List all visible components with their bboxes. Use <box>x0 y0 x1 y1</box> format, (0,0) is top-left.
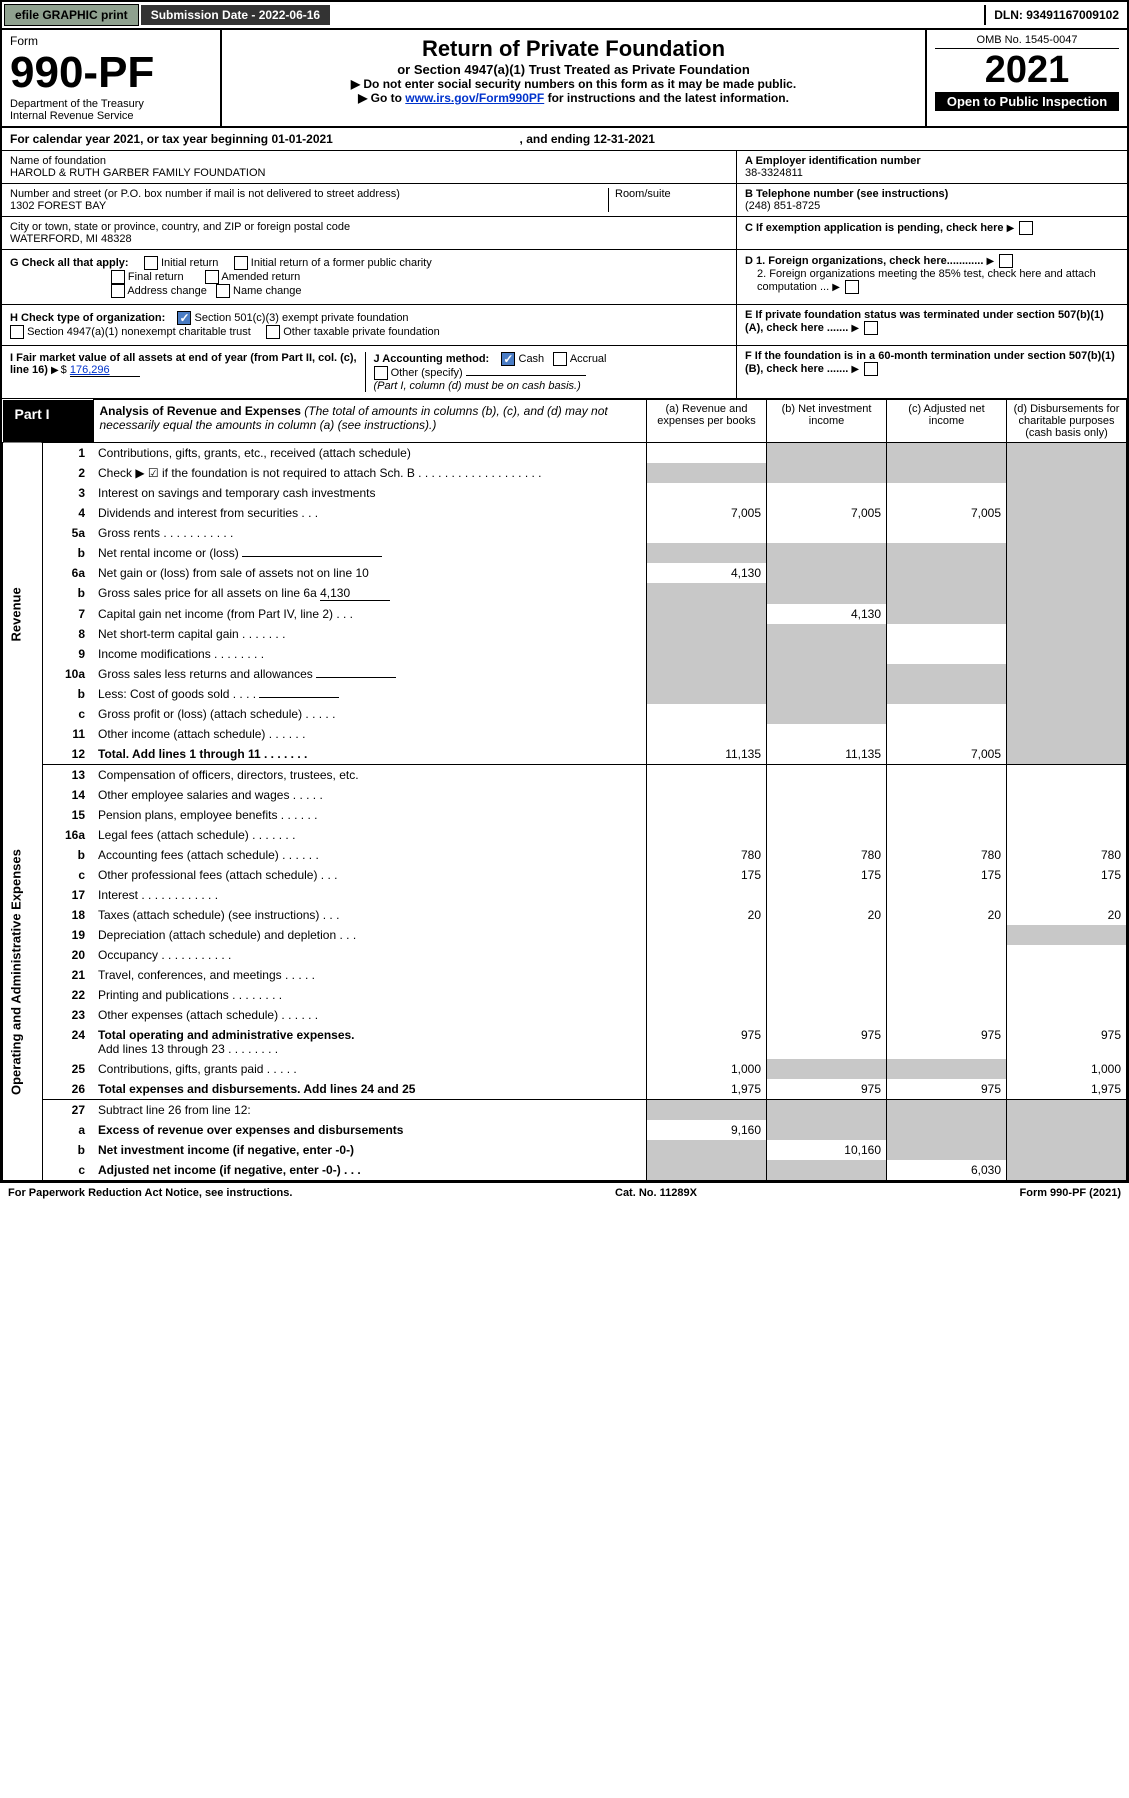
i-label: I Fair market value of all assets at end… <box>10 352 357 376</box>
h-other-checkbox[interactable] <box>266 325 280 339</box>
h-501c3-checkbox[interactable] <box>177 311 191 325</box>
tel-label: B Telephone number (see instructions) <box>745 188 1119 200</box>
calendar-year-row: For calendar year 2021, or tax year begi… <box>2 128 1127 151</box>
ein-label: A Employer identification number <box>745 155 1119 167</box>
g-initial-former-checkbox[interactable] <box>234 256 248 270</box>
omb-number: OMB No. 1545-0047 <box>935 34 1119 49</box>
efile-print-button[interactable]: efile GRAPHIC print <box>4 4 139 26</box>
g-initial-checkbox[interactable] <box>144 256 158 270</box>
fmv-link[interactable]: 176,296 <box>70 364 140 377</box>
j-note: (Part I, column (d) must be on cash basi… <box>374 380 581 392</box>
d1-label: D 1. Foreign organizations, check here..… <box>745 255 983 267</box>
dln-number: DLN: 93491167009102 <box>984 5 1127 25</box>
j-label: J Accounting method: <box>374 353 490 365</box>
goto-prefix: ▶ Go to <box>358 91 405 105</box>
revenue-side-label: Revenue <box>3 443 43 786</box>
e-label: E If private foundation status was termi… <box>745 309 1104 334</box>
d2-checkbox[interactable] <box>845 280 859 294</box>
h-label: H Check type of organization: <box>10 312 165 324</box>
page-footer: For Paperwork Reduction Act Notice, see … <box>0 1183 1129 1203</box>
g-amended-checkbox[interactable] <box>205 270 219 284</box>
tel-value: (248) 851-8725 <box>745 200 1119 212</box>
arrow-icon <box>1007 222 1017 234</box>
ssn-warning: ▶ Do not enter social security numbers o… <box>230 77 917 91</box>
paperwork-notice: For Paperwork Reduction Act Notice, see … <box>8 1187 292 1199</box>
d2-label: 2. Foreign organizations meeting the 85%… <box>757 268 1096 293</box>
name-label: Name of foundation <box>10 155 728 167</box>
e-checkbox[interactable] <box>864 321 878 335</box>
tax-year: 2021 <box>935 49 1119 92</box>
submission-date: Submission Date - 2022-06-16 <box>141 5 330 25</box>
form-title-block: Return of Private Foundation or Section … <box>222 30 927 126</box>
g-final-checkbox[interactable] <box>111 270 125 284</box>
opex-side-label: Operating and Administrative Expenses <box>3 785 43 1160</box>
g-name-checkbox[interactable] <box>216 284 230 298</box>
g-addr-checkbox[interactable] <box>111 284 125 298</box>
foundation-name: HAROLD & RUTH GARBER FAMILY FOUNDATION <box>10 167 728 179</box>
form-id-block: Form 990-PF Department of the Treasury I… <box>2 30 222 126</box>
ein-value: 38-3324811 <box>745 167 1119 179</box>
irs-label: Internal Revenue Service <box>10 110 212 122</box>
col-c-header: (c) Adjusted net income <box>887 400 1007 443</box>
form-subtitle: or Section 4947(a)(1) Trust Treated as P… <box>230 62 917 77</box>
part1-label: Part I <box>3 400 93 428</box>
addr-label: Number and street (or P.O. box number if… <box>10 188 608 200</box>
part1-table: Part I Analysis of Revenue and Expenses … <box>2 399 1127 1181</box>
city-value: WATERFORD, MI 48328 <box>10 233 728 245</box>
instructions-link[interactable]: www.irs.gov/Form990PF <box>405 91 544 105</box>
col-b-header: (b) Net investment income <box>767 400 887 443</box>
j-accrual-checkbox[interactable] <box>553 352 567 366</box>
form-title: Return of Private Foundation <box>230 36 917 62</box>
f-label: F If the foundation is in a 60-month ter… <box>745 350 1115 375</box>
addr-value: 1302 FOREST BAY <box>10 200 608 212</box>
d1-checkbox[interactable] <box>999 254 1013 268</box>
open-inspection: Open to Public Inspection <box>935 92 1119 111</box>
year-block: OMB No. 1545-0047 2021 Open to Public In… <box>927 30 1127 126</box>
g-label: G Check all that apply: <box>10 257 129 269</box>
c-checkbox[interactable] <box>1019 221 1033 235</box>
col-d-header: (d) Disbursements for charitable purpose… <box>1007 400 1127 443</box>
f-checkbox[interactable] <box>864 362 878 376</box>
form-label: Form <box>10 34 212 48</box>
dept-treasury: Department of the Treasury <box>10 98 212 110</box>
c-exemption-label: C If exemption application is pending, c… <box>745 222 1004 234</box>
goto-suffix: for instructions and the latest informat… <box>548 91 789 105</box>
cat-number: Cat. No. 11289X <box>615 1187 697 1199</box>
part1-title: Analysis of Revenue and Expenses <box>100 404 301 418</box>
h-4947-checkbox[interactable] <box>10 325 24 339</box>
room-label: Room/suite <box>615 188 728 200</box>
j-other-checkbox[interactable] <box>374 366 388 380</box>
top-bar: efile GRAPHIC print Submission Date - 20… <box>2 2 1127 30</box>
col-a-header: (a) Revenue and expenses per books <box>647 400 767 443</box>
form-number: 990-PF <box>10 48 212 98</box>
city-label: City or town, state or province, country… <box>10 221 728 233</box>
j-cash-checkbox[interactable] <box>501 352 515 366</box>
form-ref: Form 990-PF (2021) <box>1020 1187 1121 1199</box>
